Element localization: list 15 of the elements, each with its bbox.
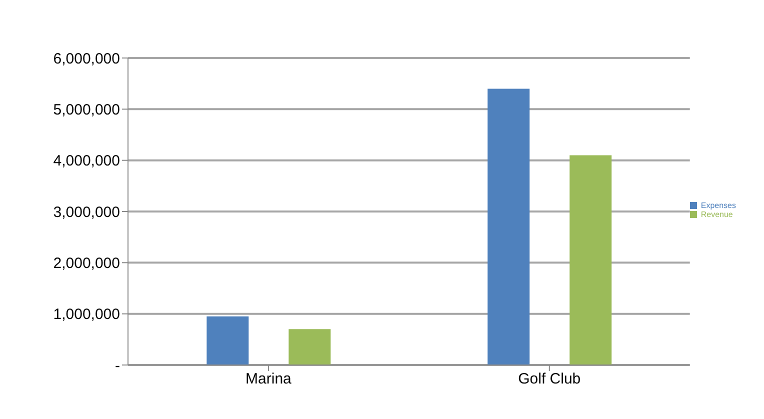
y-tick-label: 6,000,000 [53, 50, 120, 68]
bar [288, 329, 331, 365]
legend-label: Revenue [700, 210, 733, 218]
legend-label: Expenses [700, 200, 736, 210]
y-tick-label: 3,000,000 [53, 204, 120, 221]
y-tick-label: 1,000,000 [53, 306, 120, 324]
bar [488, 88, 530, 365]
y-tick-label: - [115, 357, 120, 374]
x-tick-label: Marina [246, 370, 292, 388]
x-tick-label: Golf Club [518, 370, 581, 388]
y-tick-label: 4,000,000 [53, 152, 120, 170]
bar [206, 316, 249, 365]
y-tick-label: 5,000,000 [53, 101, 120, 118]
bar [570, 155, 612, 365]
y-tick-label: 2,000,000 [53, 254, 120, 272]
